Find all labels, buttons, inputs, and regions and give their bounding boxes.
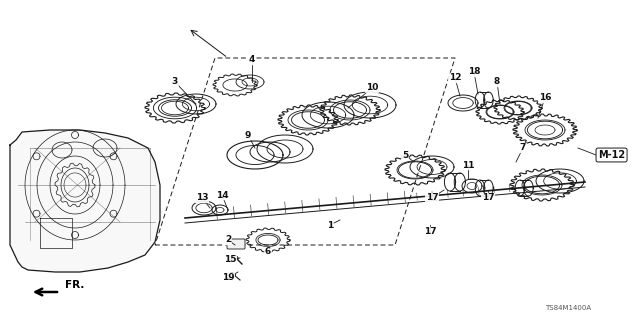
Text: 9: 9 xyxy=(245,131,251,140)
Text: 11: 11 xyxy=(461,161,474,170)
Text: 3: 3 xyxy=(172,77,178,86)
Text: 17: 17 xyxy=(426,194,438,203)
Polygon shape xyxy=(10,130,160,272)
Text: 18: 18 xyxy=(468,68,480,76)
Text: 16: 16 xyxy=(539,93,551,102)
Text: 1: 1 xyxy=(327,220,333,229)
Text: FR.: FR. xyxy=(65,280,84,290)
Text: 5: 5 xyxy=(402,150,408,159)
Text: 17: 17 xyxy=(424,228,436,236)
Text: 14: 14 xyxy=(216,190,228,199)
Text: 15: 15 xyxy=(224,255,236,265)
Text: 2: 2 xyxy=(225,236,231,244)
Text: M-12: M-12 xyxy=(598,150,625,160)
Text: 6: 6 xyxy=(265,247,271,257)
Text: 10: 10 xyxy=(366,84,378,92)
Text: 13: 13 xyxy=(196,194,208,203)
Text: 17: 17 xyxy=(482,194,494,203)
Text: 8: 8 xyxy=(494,77,500,86)
Text: TS84M1400A: TS84M1400A xyxy=(545,305,591,311)
Text: 12: 12 xyxy=(449,74,461,83)
Text: 19: 19 xyxy=(221,274,234,283)
Text: 4: 4 xyxy=(249,55,255,65)
FancyBboxPatch shape xyxy=(227,239,245,249)
Text: 7: 7 xyxy=(520,143,526,153)
